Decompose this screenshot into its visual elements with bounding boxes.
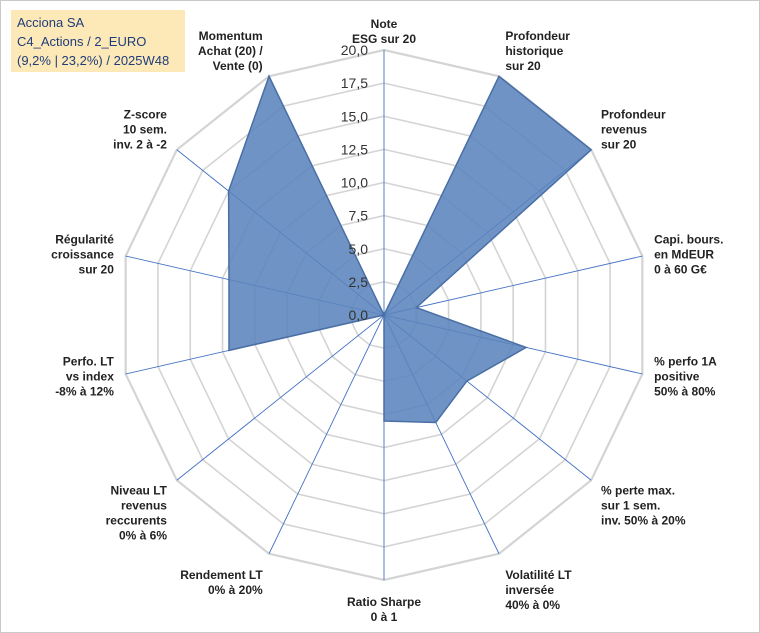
axis-label: Note ESG sur 20 <box>352 17 416 46</box>
axis-label: Ratio Sharpe 0 à 1 <box>347 595 421 624</box>
axis-label-line: Z-score <box>124 108 168 122</box>
axis-label-line: inv. 2 à -2 <box>113 138 167 152</box>
radar-axis-labels: Note ESG sur 20 Profondeur historique sur 20… <box>51 17 723 624</box>
axis-label-line: revenus <box>121 498 167 512</box>
axis-label: % perfo 1A positive 50% à 80% <box>654 355 717 399</box>
axis-label-line: Volatilité LT <box>505 568 572 582</box>
chart-title-box: Acciona SA C4_Actions / 2_EURO (9,2% | 2… <box>11 10 185 72</box>
radar-tick-labels: 0,0 2,5 5,0 7,5 10,0 12,5 15,0 17,5 20,0 <box>341 42 368 323</box>
tick-label: 2,5 <box>349 274 369 290</box>
axis-label-line: inv. 50% à 20% <box>601 513 686 527</box>
axis-label-line: sur 1 sem. <box>601 498 660 512</box>
axis-label-line: inversée <box>505 583 554 597</box>
axis-label-line: sur 20 <box>601 138 637 152</box>
axis-label-line: croissance <box>51 247 114 261</box>
axis-label-line: 0% à 20% <box>208 583 263 597</box>
tick-label: 7,5 <box>349 208 369 224</box>
axis-label: Capi. bours. en MdEUR 0 à 60 G€ <box>654 232 723 276</box>
title-line-stats: (9,2% | 23,2%) / 2025W48 <box>17 53 170 68</box>
axis-label: % perte max. sur 1 sem. inv. 50% à 20% <box>601 483 686 527</box>
axis-label-line: reccurents <box>106 513 168 527</box>
axis-label-line: historique <box>505 44 563 58</box>
axis-label-line: Profondeur <box>601 108 666 122</box>
axis-label-line: vs index <box>66 370 114 384</box>
title-line-company: Acciona SA <box>17 15 85 30</box>
tick-label: 10,0 <box>341 175 368 191</box>
axis-label-line: 0 à 1 <box>371 610 398 624</box>
axis-label: Volatilité LT inversée 40% à 0% <box>505 568 572 612</box>
axis-label: Perfo. LT vs index -8% à 12% <box>55 355 114 399</box>
axis-label-line: sur 20 <box>79 262 115 276</box>
axis-label: Rendement LT 0% à 20% <box>180 568 263 597</box>
axis-label-line: 10 sem. <box>123 123 167 137</box>
axis-label-line: Vente (0) <box>213 59 263 73</box>
axis-spoke <box>268 314 385 554</box>
axis-label-line: Note <box>371 17 398 31</box>
title-line-category: C4_Actions / 2_EURO <box>17 34 147 49</box>
axis-label: Régularité croissance sur 20 <box>51 232 114 276</box>
axis-spoke <box>176 314 385 481</box>
axis-label: Momentum Achat (20) / Vente (0) <box>198 29 263 73</box>
axis-label-line: 50% à 80% <box>654 385 716 399</box>
axis-label-line: Momentum <box>199 29 263 43</box>
axis-label-line: % perte max. <box>601 483 675 497</box>
axis-label-line: Profondeur <box>505 29 570 43</box>
axis-label-line: revenus <box>601 123 647 137</box>
axis-label-line: Perfo. LT <box>63 355 115 369</box>
axis-label-line: Achat (20) / <box>198 44 263 58</box>
axis-label: Niveau LT revenus reccurents 0% à 6% <box>106 483 168 542</box>
tick-label: 0,0 <box>349 307 369 323</box>
axis-label-line: -8% à 12% <box>55 385 114 399</box>
axis-label-line: Régularité <box>55 232 114 246</box>
axis-label-line: 40% à 0% <box>505 598 560 612</box>
tick-label: 12,5 <box>341 141 368 157</box>
axis-label: Profondeur revenus sur 20 <box>601 108 666 152</box>
axis-label: Z-score 10 sem. inv. 2 à -2 <box>113 108 167 152</box>
axis-label-line: sur 20 <box>505 59 541 73</box>
axis-label-line: positive <box>654 370 700 384</box>
axis-label-line: % perfo 1A <box>654 355 717 369</box>
axis-label-line: 0% à 6% <box>119 528 167 542</box>
tick-label: 5,0 <box>349 241 369 257</box>
tick-label: 17,5 <box>341 75 368 91</box>
axis-label-line: 0 à 60 G€ <box>654 262 707 276</box>
axis-label-line: en MdEUR <box>654 247 714 261</box>
axis-label-line: Ratio Sharpe <box>347 595 421 609</box>
axis-spoke <box>383 255 643 316</box>
series-area <box>227 74 593 424</box>
axis-label: Profondeur historique sur 20 <box>505 29 570 73</box>
axis-label-line: Niveau LT <box>111 483 168 497</box>
axis-label-line: Capi. bours. <box>654 232 723 246</box>
axis-label-line: ESG sur 20 <box>352 32 416 46</box>
radar-series <box>227 74 593 424</box>
tick-label: 20,0 <box>341 42 368 58</box>
tick-label: 15,0 <box>341 108 368 124</box>
axis-label-line: Rendement LT <box>180 568 263 582</box>
